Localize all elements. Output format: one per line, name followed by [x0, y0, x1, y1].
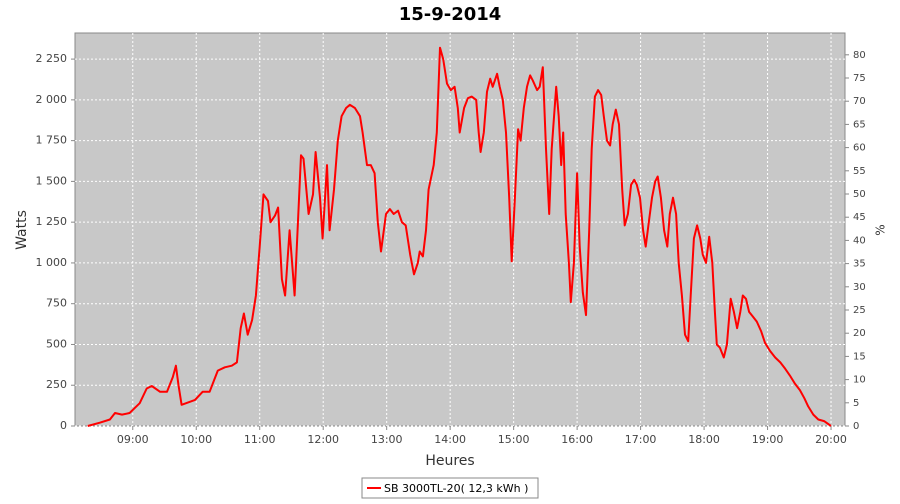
y2-tick-label: 80: [853, 50, 866, 61]
x-tick-label: 15:00: [498, 433, 530, 446]
y2-tick-label: 35: [853, 259, 866, 270]
x-tick-label: 16:00: [561, 433, 593, 446]
y2-tick-label: 10: [853, 375, 866, 386]
y2-tick-label: 55: [853, 166, 866, 177]
x-tick-label: 14:00: [434, 433, 466, 446]
y2-tick-label: 45: [853, 212, 866, 223]
y2-tick-label: 40: [853, 235, 866, 246]
x-tick-label: 20:00: [815, 433, 847, 446]
y-tick-label: 1 250: [36, 215, 68, 228]
y-tick-label: 1 750: [36, 134, 68, 147]
y2-tick-label: 50: [853, 189, 866, 200]
legend-label: SB 3000TL-20( 12,3 kWh ): [384, 482, 528, 495]
y2-tick-label: 75: [853, 73, 866, 84]
y-tick-label: 2 000: [36, 93, 68, 106]
y2-axis-label: %: [874, 224, 888, 235]
y-tick-label: 750: [46, 297, 67, 310]
y2-tick-label: 65: [853, 119, 866, 130]
y2-tick-label: 70: [853, 96, 866, 107]
x-tick-label: 12:00: [307, 433, 339, 446]
y-tick-label: 0: [60, 419, 67, 432]
x-tick-label: 09:00: [117, 433, 149, 446]
y2-tick-label: 15: [853, 351, 866, 362]
y2-tick-label: 0: [853, 421, 859, 432]
y-tick-label: 1 000: [36, 256, 68, 269]
y2-tick-label: 25: [853, 305, 866, 316]
plot-area: [74, 32, 846, 427]
chart-title: 15-9-2014: [399, 4, 502, 25]
y2-tick-label: 30: [853, 282, 866, 293]
y-axis-label: Watts: [14, 210, 30, 250]
x-tick-label: 11:00: [244, 433, 276, 446]
x-tick-label: 18:00: [688, 433, 720, 446]
x-tick-label: 10:00: [180, 433, 212, 446]
x-axis-label: Heures: [425, 453, 474, 469]
y2-tick-label: 60: [853, 143, 866, 154]
y-tick-label: 500: [46, 337, 67, 350]
x-tick-label: 19:00: [752, 433, 784, 446]
y-tick-label: 250: [46, 378, 67, 391]
y2-tick-label: 20: [853, 328, 866, 339]
x-tick-label: 17:00: [625, 433, 657, 446]
y2-tick-label: 5: [853, 398, 859, 409]
x-tick-label: 13:00: [371, 433, 403, 446]
data-line: [87, 46, 832, 427]
y-tick-label: 1 500: [36, 174, 68, 187]
y-tick-label: 2 250: [36, 52, 68, 65]
legend: [361, 477, 539, 499]
